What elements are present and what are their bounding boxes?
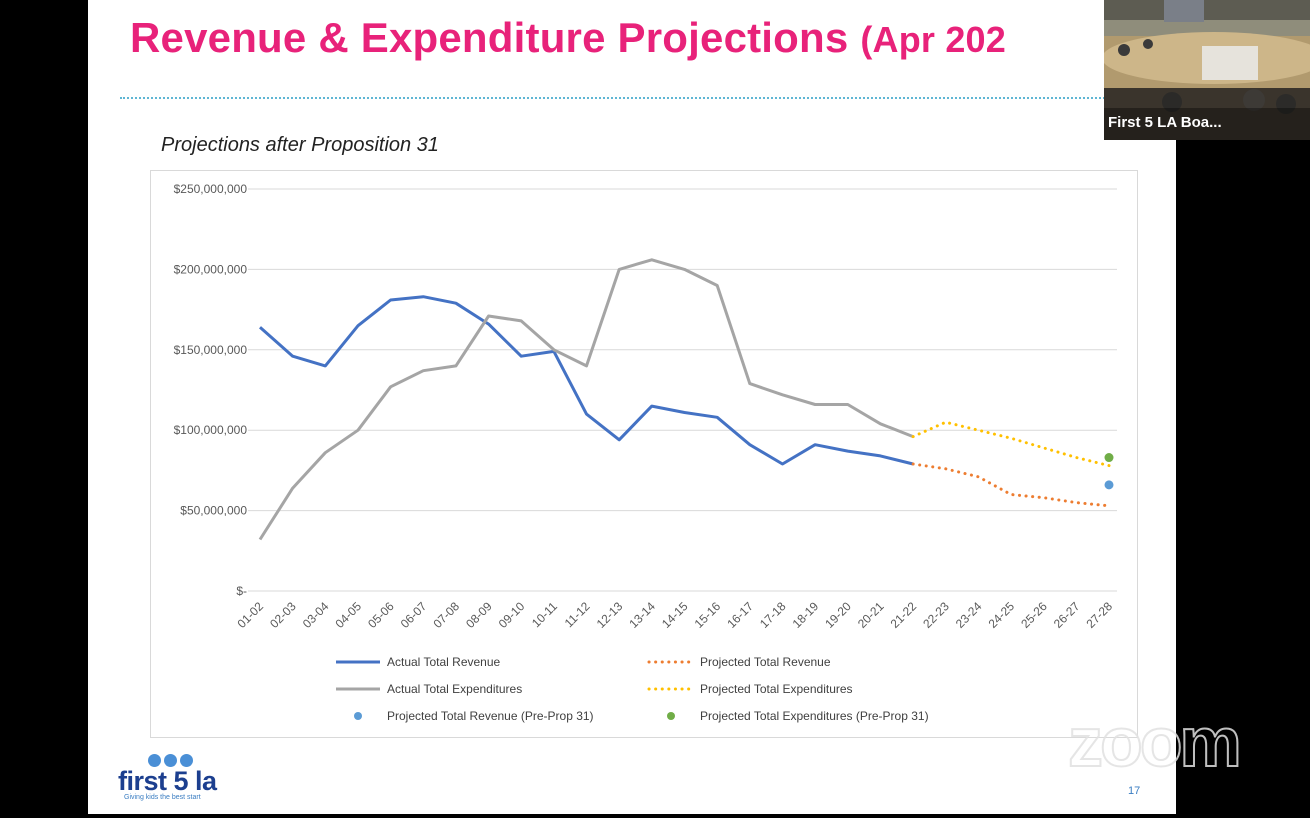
logo-text: first 5 la [118, 766, 217, 796]
slide-title-date: (Apr 202 [860, 19, 1006, 60]
slide: Revenue & Expenditure Projections (Apr 2… [88, 0, 1176, 814]
page-number: 17 [1128, 785, 1141, 797]
participant-name: First 5 LA Boa... [1108, 114, 1222, 131]
slide-title: Revenue & Expenditure Projections (Apr 2… [130, 14, 1006, 62]
first5la-logo: first 5 la Giving kids the best start [118, 752, 228, 808]
x-tick-label: 01-02 [235, 599, 267, 631]
boardroom-video-image [1104, 0, 1310, 140]
slide-title-main: Revenue & Expenditure Projections [130, 14, 849, 61]
chart-frame: $- $50,000,000 $100,000,000 $150,000,000 $20… [150, 170, 1138, 738]
x-tick-label: 17-18 [757, 599, 789, 631]
series-line [259, 295, 914, 466]
x-tick-label: 14-15 [659, 599, 691, 631]
logo-tagline: Giving kids the best start [124, 794, 201, 801]
x-tick-label: 03-04 [300, 599, 332, 631]
x-tick-label: 10-11 [529, 599, 560, 630]
x-tick-label: 02-03 [267, 599, 299, 631]
x-tick-label: 21-22 [888, 599, 920, 631]
x-tick-label: 08-09 [463, 599, 495, 631]
zoom-watermark: zoom [1067, 702, 1243, 782]
logo-dot-icon [148, 754, 161, 767]
chart-title: Projections after Proposition 31 [161, 134, 439, 156]
series-line [258, 258, 914, 541]
legend-label: Projected Total Revenue (Pre-Prop 31) [387, 709, 594, 723]
x-tick-label: 18-19 [790, 599, 822, 631]
legend-marker [667, 712, 675, 720]
legend-label: Projected Total Revenue [700, 655, 831, 669]
x-tick-label: 27-28 [1084, 599, 1116, 631]
x-tick-label: 23-24 [953, 599, 985, 631]
y-tick-label: $100,000,000 [174, 423, 248, 437]
x-tick-label: 26-27 [1051, 599, 1083, 631]
line-chart: $- $50,000,000 $100,000,000 $150,000,000 $20… [174, 182, 1117, 723]
x-tick-label: 24-25 [986, 599, 1018, 631]
x-tick-label: 05-06 [365, 599, 397, 631]
legend-label: Projected Total Expenditures (Pre-Prop 3… [700, 709, 929, 723]
x-tick-label: 09-10 [496, 599, 528, 631]
series-line [911, 462, 1111, 508]
x-tick-label: 25-26 [1018, 599, 1050, 631]
logo-dot-icon [164, 754, 177, 767]
logo-dot-icon [180, 754, 193, 767]
participant-video-tile[interactable]: First 5 LA Boa... [1104, 0, 1310, 140]
y-tick-label: $150,000,000 [174, 343, 248, 357]
x-tick-label: 19-20 [822, 599, 854, 631]
series-line [911, 420, 1111, 468]
y-tick-label: $250,000,000 [174, 182, 248, 196]
legend-label: Projected Total Expenditures [700, 682, 853, 696]
y-tick-label: $50,000,000 [180, 504, 247, 518]
x-tick-label: 06-07 [398, 599, 430, 631]
x-tick-label: 13-14 [626, 599, 658, 631]
x-tick-label: 04-05 [332, 599, 364, 631]
dotted-divider [120, 97, 1176, 99]
x-tick-label: 07-08 [430, 599, 462, 631]
x-tick-label: 20-21 [855, 599, 887, 631]
data-point [1104, 453, 1114, 463]
x-tick-label: 12-13 [594, 599, 626, 631]
legend-marker [354, 712, 362, 720]
data-point [1104, 480, 1114, 490]
legend-label: Actual Total Expenditures [387, 682, 522, 696]
x-tick-label: 22-23 [920, 599, 952, 631]
legend-label: Actual Total Revenue [387, 655, 501, 669]
x-tick-label: 16-17 [724, 599, 756, 631]
y-tick-label: $200,000,000 [174, 262, 248, 276]
y-tick-label: $- [236, 584, 247, 598]
x-tick-label: 15-16 [692, 599, 724, 631]
x-tick-label: 11-12 [562, 599, 593, 630]
